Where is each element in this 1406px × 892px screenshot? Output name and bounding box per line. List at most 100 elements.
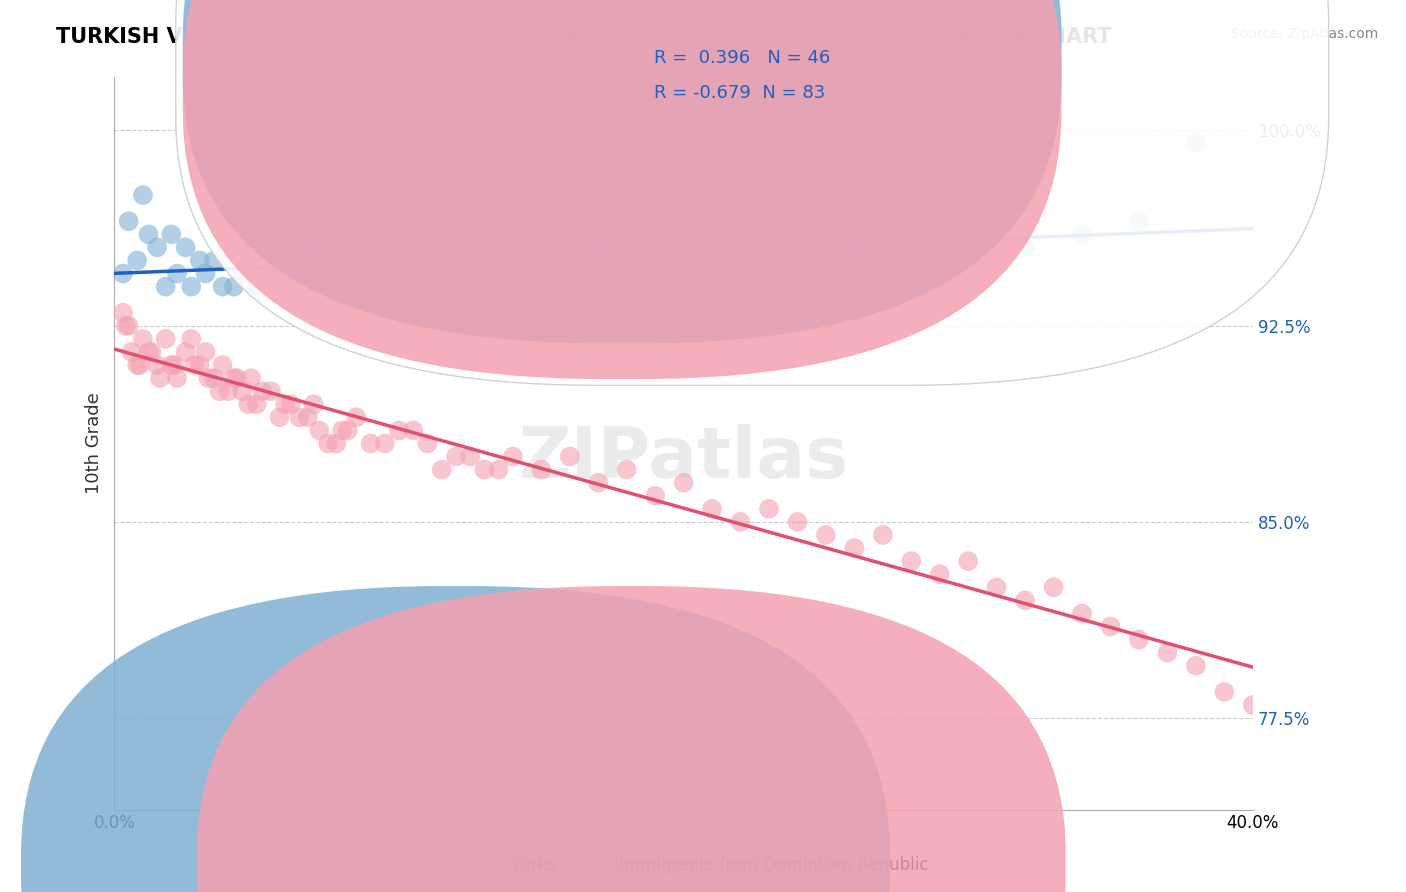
Point — [530, 462, 553, 476]
Point — [197, 371, 219, 385]
Point — [1128, 632, 1150, 647]
Text: Source: ZipAtlas.com: Source: ZipAtlas.com — [1230, 27, 1378, 41]
Point — [202, 253, 225, 268]
Point — [786, 515, 808, 529]
Point — [180, 332, 202, 346]
Point — [217, 240, 239, 254]
Point — [928, 567, 950, 582]
Point — [138, 345, 160, 359]
Point — [202, 371, 225, 385]
Point — [188, 358, 211, 372]
Point — [238, 397, 260, 411]
Point — [786, 227, 808, 242]
Point — [194, 267, 217, 281]
Point — [374, 436, 396, 450]
Point — [444, 450, 467, 464]
Point — [146, 240, 169, 254]
Point — [616, 462, 638, 476]
Point — [183, 358, 205, 372]
Point — [274, 397, 297, 411]
Point — [222, 279, 245, 293]
Point — [360, 253, 382, 268]
Text: R = -0.679  N = 83: R = -0.679 N = 83 — [654, 84, 825, 102]
Point — [502, 267, 524, 281]
Point — [416, 436, 439, 450]
Point — [231, 384, 253, 399]
Text: TURKISH VS IMMIGRANTS FROM DOMINICAN REPUBLIC 10TH GRADE CORRELATION CHART: TURKISH VS IMMIGRANTS FROM DOMINICAN REP… — [56, 27, 1112, 46]
Point — [211, 358, 233, 372]
Point — [288, 410, 311, 425]
Point — [388, 424, 411, 438]
Point — [957, 554, 980, 568]
Point — [474, 462, 496, 476]
Point — [225, 371, 247, 385]
Point — [166, 267, 188, 281]
Point — [316, 436, 339, 450]
Point — [758, 501, 780, 516]
Point — [246, 279, 269, 293]
Point — [416, 267, 439, 281]
Point — [274, 279, 297, 293]
Point — [814, 528, 837, 542]
Point — [260, 384, 283, 399]
Point — [530, 279, 553, 293]
Text: Turks: Turks — [512, 856, 557, 874]
Point — [180, 279, 202, 293]
Point — [160, 227, 183, 242]
Point — [194, 345, 217, 359]
Point — [558, 253, 581, 268]
Point — [1156, 646, 1178, 660]
Point — [166, 371, 188, 385]
Point — [458, 450, 481, 464]
Point — [1128, 214, 1150, 228]
Point — [586, 475, 609, 490]
Point — [252, 384, 274, 399]
Point — [141, 345, 163, 359]
Point — [269, 410, 291, 425]
Point — [1241, 698, 1264, 712]
Point — [117, 214, 139, 228]
Point — [280, 397, 302, 411]
Point — [336, 424, 359, 438]
Point — [1014, 240, 1036, 254]
Point — [430, 462, 453, 476]
Point — [240, 371, 263, 385]
Point — [1213, 685, 1236, 699]
Point — [344, 279, 367, 293]
Point — [132, 188, 155, 202]
Point — [900, 554, 922, 568]
Point — [986, 580, 1008, 594]
Point — [127, 358, 149, 372]
Point — [402, 424, 425, 438]
Point — [149, 371, 172, 385]
Point — [222, 371, 245, 385]
Point — [132, 332, 155, 346]
Point — [174, 240, 197, 254]
Point — [644, 489, 666, 503]
Point — [502, 450, 524, 464]
Point — [121, 345, 143, 359]
Point — [211, 279, 233, 293]
Point — [360, 436, 382, 450]
Point — [260, 267, 283, 281]
Point — [700, 501, 723, 516]
Point — [138, 227, 160, 242]
Point — [146, 358, 169, 372]
Text: R =  0.396   N = 46: R = 0.396 N = 46 — [654, 49, 830, 67]
Point — [208, 384, 231, 399]
Point — [174, 345, 197, 359]
Point — [308, 424, 330, 438]
Point — [1099, 619, 1122, 633]
Point — [246, 397, 269, 411]
Point — [155, 332, 177, 346]
Point — [474, 253, 496, 268]
Point — [558, 450, 581, 464]
Point — [163, 358, 186, 372]
Point — [488, 462, 510, 476]
Text: Immigrants from Dominican Republic: Immigrants from Dominican Republic — [619, 856, 928, 874]
Point — [388, 293, 411, 307]
Point — [844, 541, 866, 555]
Point — [127, 253, 149, 268]
Point — [188, 253, 211, 268]
Point — [872, 528, 894, 542]
